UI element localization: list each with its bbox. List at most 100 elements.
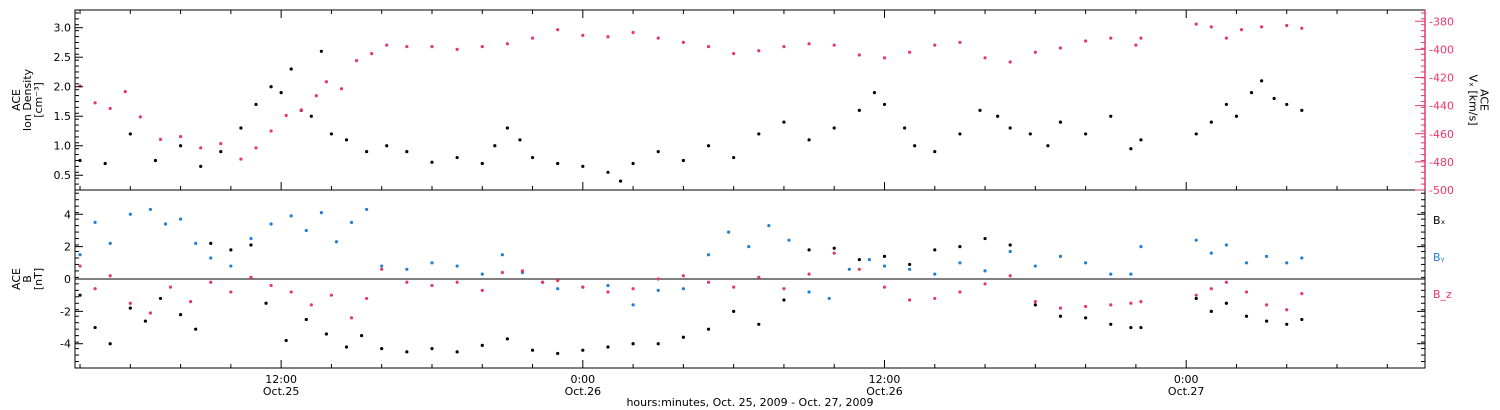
data-point-bx [706, 327, 711, 331]
data-point-bz [1084, 304, 1088, 309]
data-point-bx [908, 262, 912, 267]
data-point-bz [500, 270, 504, 275]
data-point-bz [78, 264, 82, 268]
y-tick-label: 2.5 [54, 51, 72, 64]
data-point-by [319, 211, 323, 215]
data-point-bz [1109, 303, 1113, 307]
legend-entry: B_z [1433, 288, 1452, 301]
data-point-vx [1058, 46, 1063, 50]
data-point-density [329, 132, 334, 136]
data-point-density [455, 155, 459, 160]
data-point-bx [958, 245, 962, 249]
data-point-by [1033, 264, 1037, 268]
data-point-density [199, 164, 203, 168]
data-point-by [1194, 238, 1198, 242]
data-point-vx [480, 44, 484, 49]
chart-frame [74, 9, 1426, 369]
data-point-vx [324, 80, 328, 84]
data-point-bz [309, 303, 313, 307]
data-point-density [832, 126, 836, 130]
data-point-by [78, 253, 82, 257]
data-point-bz [933, 296, 937, 301]
data-point-vx [505, 42, 510, 46]
data-point-vx [656, 36, 660, 40]
data-point-bz [229, 290, 233, 294]
data-point-by [1285, 261, 1289, 265]
data-point-density [1139, 138, 1143, 142]
data-point-vx [631, 30, 635, 35]
data-point-bz [757, 275, 761, 279]
data-point-bx [430, 346, 434, 351]
data-point-density [1129, 147, 1133, 151]
data-point-vx [1134, 43, 1138, 47]
data-point-bx [1265, 319, 1269, 323]
y-axis-title-line: B [21, 275, 34, 283]
data-point-bx [344, 345, 349, 349]
data-point-bx [1109, 322, 1113, 326]
data-point-by [747, 245, 751, 249]
right-y-tick-label: -440 [1429, 100, 1454, 113]
data-point-bz [480, 288, 484, 292]
data-point-bz [1265, 303, 1269, 307]
data-point-vx [908, 50, 912, 54]
data-point-bx [732, 309, 736, 313]
data-point-vx [1139, 36, 1143, 40]
data-point-bx [857, 257, 861, 262]
data-point-density [1249, 91, 1254, 95]
data-point-density [319, 49, 323, 53]
right-y-tick-label: -380 [1429, 15, 1454, 28]
data-point-vx [1239, 28, 1244, 32]
right-y-tick-label: -480 [1429, 156, 1454, 169]
data-point-vx [1285, 23, 1289, 28]
data-point-bx [1209, 309, 1213, 313]
data-point-density [706, 144, 711, 148]
data-point-density [1272, 96, 1276, 101]
data-point-vx [269, 129, 273, 133]
data-point-bx [455, 350, 459, 354]
data-point-density [518, 138, 522, 142]
data-point-bz [128, 301, 132, 305]
data-point-bx [264, 301, 268, 305]
data-point-density [606, 170, 610, 174]
data-point-density [430, 160, 434, 164]
data-point-density [530, 155, 535, 160]
data-point-vx [732, 51, 736, 56]
data-point-bx [1139, 325, 1143, 330]
y-tick-label: 4 [64, 208, 71, 221]
x-tick-label: 12:00 [869, 373, 901, 386]
data-point-by [727, 230, 731, 234]
data-point-density [1084, 132, 1088, 136]
data-point-by [128, 212, 132, 216]
data-point-vx [93, 101, 97, 105]
data-point-bz [520, 269, 525, 273]
data-point-bx [656, 342, 660, 346]
data-point-density [996, 114, 1000, 118]
y-axis-title-line: ACE [10, 89, 23, 111]
x-axis-title: hours:minutes, Oct. 25, 2009 - Oct. 27, … [626, 396, 873, 409]
data-point-by [706, 253, 711, 257]
x-tick-label: 0:00 [1174, 373, 1199, 386]
y-tick-label: 3.0 [54, 22, 72, 35]
data-point-vx [882, 56, 887, 60]
data-point-vx [385, 43, 389, 47]
data-point-bz [1224, 280, 1228, 284]
data-point-density [219, 150, 223, 154]
data-point-by [1265, 254, 1269, 258]
data-point-bz [958, 290, 962, 294]
data-point-bz [556, 279, 560, 283]
data-point-bz [269, 283, 273, 288]
data-point-vx [405, 44, 409, 49]
data-point-bz [983, 282, 987, 286]
y-tick-label: 0.5 [54, 169, 72, 182]
x-tick-date: Oct.26 [565, 385, 602, 398]
data-point-by [606, 283, 610, 288]
data-point-by [480, 272, 484, 276]
data-point-bx [757, 322, 761, 326]
data-point-by [500, 253, 504, 257]
data-point-density [556, 161, 560, 166]
y-tick-label: 0 [64, 273, 71, 286]
data-point-bz [365, 296, 369, 301]
data-point-vx [108, 106, 112, 111]
series-layer [78, 22, 1304, 356]
data-point-by [229, 264, 233, 268]
